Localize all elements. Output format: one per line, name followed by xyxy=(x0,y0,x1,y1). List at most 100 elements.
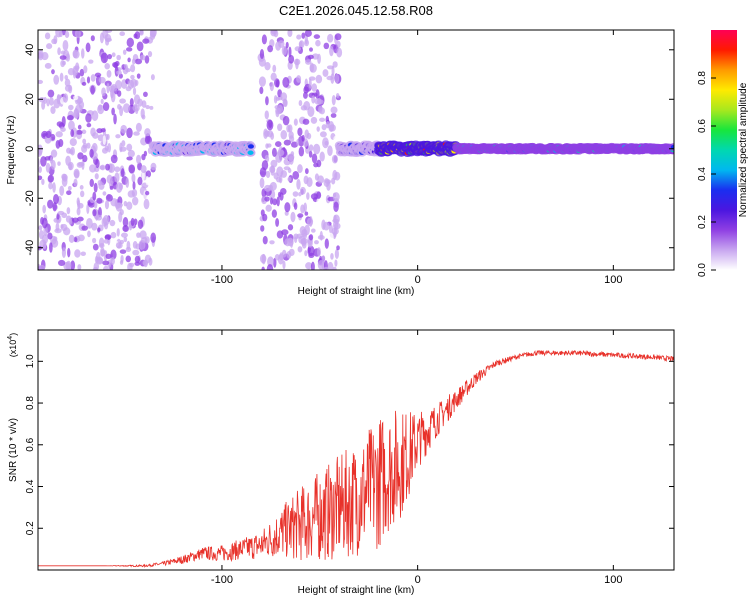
spectrogram-noise-mark xyxy=(261,34,267,45)
spectrogram-noise-mark xyxy=(305,59,312,65)
spectrogram-noise-mark xyxy=(277,149,285,157)
spectrogram-noise-mark xyxy=(122,216,129,228)
spectrogram-noise-mark xyxy=(61,115,66,127)
spectrogram-noise-mark xyxy=(272,64,277,73)
spectrogram-noise-mark xyxy=(59,185,65,196)
spectrogram-noise-mark xyxy=(331,94,336,106)
spectrogram-noise-mark xyxy=(110,91,116,103)
spectrogram-noise-mark xyxy=(86,142,91,149)
snr-plot-area xyxy=(38,330,674,570)
spectrogram-noise-mark xyxy=(103,265,110,270)
spectrogram-noise-mark xyxy=(40,156,47,167)
spectrogram-noise-mark xyxy=(61,175,68,187)
spectrogram-noise-mark xyxy=(131,173,136,183)
spectrogram-noise-mark xyxy=(38,51,43,59)
spectrogram-noise-mark xyxy=(272,198,278,206)
spectrogram-noise-mark xyxy=(323,91,329,99)
spectrogram-noise-mark xyxy=(41,101,46,110)
spectrogram-noise-mark xyxy=(330,253,334,260)
spectrogram-noise-mark xyxy=(287,176,292,182)
spectrogram-noise-mark xyxy=(138,239,146,251)
snr-panel: -100 0 100 0.2 0.4 0.6 0.8 1.0 Height of strai… xyxy=(7,329,675,596)
spectrogram-noise-mark xyxy=(103,238,109,244)
spectrogram-noise-mark xyxy=(88,59,94,64)
spectrogram-noise-mark xyxy=(323,178,330,187)
spectrogram-noise-mark xyxy=(105,253,112,260)
spectrogram-y-label: Frequency (Hz) xyxy=(6,116,17,185)
spectrogram-x-label: Height of straight line (km) xyxy=(298,286,415,297)
spectrogram-noise-mark xyxy=(297,127,303,137)
spectrogram-noise-mark xyxy=(147,50,153,58)
spectrogram-noise-mark xyxy=(276,230,284,239)
spectrogram-noise-mark xyxy=(150,162,157,171)
spectrogram-noise-mark xyxy=(119,105,124,117)
spectrogram-noise-mark xyxy=(50,106,56,115)
spectrogram-noise-mark xyxy=(269,93,274,105)
spectrogram-noise-mark xyxy=(53,98,61,109)
spectrogram-noise-mark xyxy=(57,210,65,216)
spectrogram-noise-mark xyxy=(149,105,154,110)
spectrogram-noise-mark xyxy=(104,63,111,70)
spectrogram-noise-mark xyxy=(266,52,272,61)
spectrogram-noise-mark xyxy=(294,46,302,52)
spectrogram-noise-mark xyxy=(323,42,330,50)
spectrogram-noise-mark xyxy=(287,237,294,247)
spectrogram-noise-mark xyxy=(325,121,330,129)
spectrogram-noise-mark xyxy=(70,260,76,270)
spectrogram-noise-mark xyxy=(144,135,152,145)
spectrogram-tone-mark xyxy=(247,150,254,155)
spectrogram-noise-mark xyxy=(328,232,334,243)
spectrogram-noise-mark xyxy=(123,64,128,70)
spectrogram-noise-mark xyxy=(297,213,304,218)
spectrogram-noise-mark xyxy=(306,177,313,188)
spectrogram-noise-mark xyxy=(89,148,94,158)
spectrogram-noise-mark xyxy=(65,215,72,223)
spectrogram-noise-mark xyxy=(307,54,314,60)
spectrogram-noise-mark xyxy=(60,50,66,55)
spectrogram-noise-mark xyxy=(62,93,69,103)
spectrogram-noise-mark xyxy=(144,55,150,64)
spectrogram-noise-mark xyxy=(284,202,291,213)
spectrogram-noise-mark xyxy=(149,32,156,40)
spectrogram-noise-mark xyxy=(322,137,329,149)
spectrogram-noise-mark xyxy=(323,266,329,270)
spectrogram-noise-mark xyxy=(150,74,155,81)
spectrogram-noise-mark xyxy=(113,113,117,125)
spectrogram-noise-mark xyxy=(302,232,308,239)
spectrogram-noise-mark xyxy=(100,98,104,105)
spectrogram-x-tick-label: -100 xyxy=(211,274,233,286)
spectrogram-noise-mark xyxy=(92,237,97,244)
spectrogram-noise-mark xyxy=(60,223,68,232)
spectrogram-noise-mark xyxy=(311,83,318,92)
spectrogram-noise-mark xyxy=(77,124,82,130)
spectrogram-noise-mark xyxy=(319,107,325,115)
spectrogram-noise-mark xyxy=(110,231,117,239)
spectrogram-x-ticks: -100 0 100 xyxy=(211,30,623,286)
spectrogram-noise-mark xyxy=(131,196,139,206)
spectrogram-noise-mark xyxy=(80,190,85,198)
spectrogram-noise-mark xyxy=(95,256,104,265)
spectrogram-noise-mark xyxy=(270,132,275,140)
spectrogram-noise-mark xyxy=(334,33,342,41)
spectrogram-noise-mark xyxy=(331,154,338,164)
spectrogram-noise-mark xyxy=(75,129,83,135)
spectrogram-x-tick-label: 100 xyxy=(604,274,622,286)
spectrogram-noise-mark xyxy=(269,240,275,245)
spectrogram-noise-mark xyxy=(77,234,85,242)
spectrogram-noise-mark xyxy=(92,243,99,251)
spectrogram-noise-mark xyxy=(55,140,61,149)
spectrogram-y-tick-label: -40 xyxy=(24,240,36,256)
spectrogram-noise-mark xyxy=(49,156,53,164)
spectrogram-y-ticks: -40 -20 0 20 40 xyxy=(24,44,674,256)
spectrogram-noise-mark xyxy=(85,113,92,123)
spectrogram-noise-mark xyxy=(64,74,69,80)
spectrogram-noise-mark xyxy=(106,82,110,94)
spectrogram-noise-mark xyxy=(43,241,47,250)
spectrogram-noise-mark xyxy=(109,185,114,190)
spectrogram-noise-mark xyxy=(66,190,72,196)
spectrogram-noise-mark xyxy=(52,182,56,193)
spectrogram-noise-mark xyxy=(280,129,288,140)
spectrogram-noise-mark xyxy=(280,92,288,102)
spectrogram-noise-mark xyxy=(41,196,47,202)
spectrogram-noise-mark xyxy=(144,128,151,137)
